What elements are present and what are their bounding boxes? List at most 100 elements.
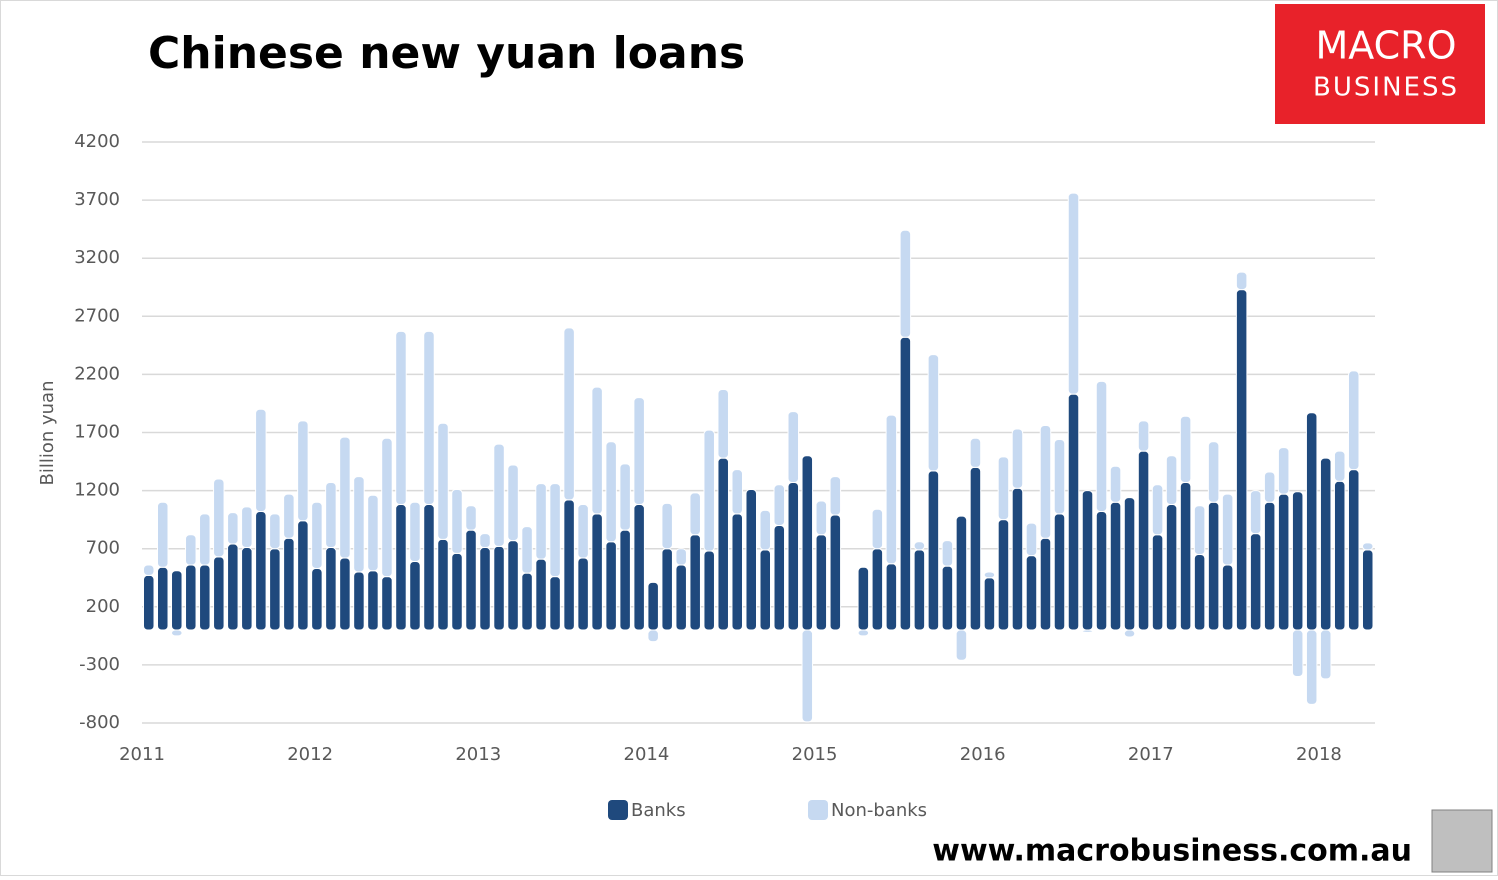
y-tick-label: 2700: [74, 305, 120, 326]
bar-segment: [563, 327, 575, 501]
bar-segment: [1291, 491, 1304, 631]
bar-segment: [591, 386, 603, 515]
bar-segment: [857, 566, 870, 631]
bar-segment: [227, 543, 239, 631]
bar-segment: [717, 457, 729, 631]
bar-segment: [605, 541, 617, 631]
bar-segment: [633, 397, 645, 506]
bar-segment: [1319, 629, 1332, 680]
bar-segment: [1263, 501, 1276, 631]
bar-segment: [1123, 629, 1136, 638]
bar-segment: [675, 548, 687, 566]
bar-segment: [255, 511, 267, 631]
x-tick-label: 2016: [960, 744, 1006, 765]
bar-segment: [1151, 484, 1164, 536]
bar-segment: [619, 463, 631, 531]
bar-segment: [997, 456, 1010, 521]
bar-segment: [899, 229, 912, 338]
bar-segment: [1235, 271, 1248, 291]
bar-segment: [549, 483, 561, 578]
bar-segment: [269, 548, 281, 631]
bar-segment: [451, 552, 463, 631]
bar-segment: [1067, 192, 1080, 395]
bar-segment: [507, 464, 519, 542]
bar-segment: [1025, 555, 1038, 631]
y-tick-label: 1200: [74, 480, 120, 501]
bar-segment: [689, 492, 701, 536]
bar-segment: [885, 563, 898, 631]
bar-segment: [647, 581, 659, 631]
legend-swatch: [808, 800, 828, 820]
bar-segment: [941, 565, 954, 631]
bar-segment: [661, 502, 673, 550]
bar-segment: [773, 484, 786, 526]
bar-segment: [1361, 549, 1374, 631]
bar-segment: [1165, 455, 1178, 506]
bar-segment: [297, 520, 309, 631]
bar-segment: [773, 524, 786, 631]
y-tick-label: 4200: [74, 131, 120, 152]
bar-segment: [409, 501, 421, 562]
bar-segment: [465, 529, 477, 631]
bar-segment: [311, 567, 323, 631]
bar-segment: [927, 470, 940, 631]
bar-segment: [549, 576, 561, 631]
bar-segment: [1347, 370, 1360, 471]
bar-segment: [941, 540, 954, 567]
bar-segment: [801, 455, 814, 631]
bar-segment: [1039, 537, 1052, 631]
x-tick-label: 2012: [287, 744, 333, 765]
bar-segment: [1347, 469, 1360, 631]
bar-segment: [1165, 504, 1178, 631]
bar-segment: [927, 354, 940, 472]
y-tick-label: 700: [86, 538, 120, 559]
chart-title: Chinese new yuan loans: [148, 28, 745, 79]
bar-segment: [1123, 497, 1136, 631]
legend-swatch: [608, 800, 628, 820]
bar-segment: [1081, 629, 1094, 633]
bar-segment: [1305, 629, 1318, 705]
bar-segment: [185, 534, 197, 566]
bar-segment: [1053, 513, 1066, 631]
bar-segment: [1179, 415, 1192, 483]
bar-segment: [1053, 438, 1066, 515]
bar-segment: [395, 330, 407, 506]
x-tick-label: 2013: [455, 744, 501, 765]
bar-segment: [255, 408, 267, 513]
legend-label: Non-banks: [831, 800, 927, 821]
logo-box: [1275, 4, 1485, 124]
bar-segment: [493, 443, 505, 547]
bar-segment: [703, 550, 715, 631]
bar-segment: [1333, 450, 1346, 482]
bar-segment: [1039, 425, 1052, 539]
bar-segment: [353, 476, 365, 573]
bar-segment: [731, 513, 743, 631]
bar-segment: [157, 566, 169, 631]
bar-segment: [199, 564, 211, 631]
bar-segment: [661, 548, 673, 631]
bar-segment: [1207, 501, 1220, 631]
bar-segment: [367, 570, 379, 631]
bar-segment: [605, 441, 617, 543]
bar-segment: [913, 541, 926, 551]
bar-segment: [983, 571, 996, 579]
bar-segment: [325, 547, 337, 631]
bar-segment: [479, 547, 491, 631]
bar-segment: [1109, 501, 1122, 631]
y-axis-label: Billion yuan: [37, 381, 58, 486]
bar-segment: [353, 571, 365, 631]
bar-segment: [479, 533, 491, 549]
bar-segment: [1011, 487, 1024, 631]
bar-segment: [1305, 412, 1318, 631]
bar-segment: [521, 572, 533, 631]
bar-segment: [339, 557, 351, 631]
bar-segment: [787, 481, 800, 631]
bar-segment: [325, 481, 337, 549]
y-tick-label: 200: [86, 596, 120, 617]
x-tick-label: 2015: [792, 744, 838, 765]
bar-segment: [1361, 542, 1374, 551]
bar-segment: [521, 526, 533, 574]
bar-segment: [1319, 457, 1332, 631]
bar-segment: [297, 420, 309, 522]
bar-segment: [535, 483, 547, 560]
